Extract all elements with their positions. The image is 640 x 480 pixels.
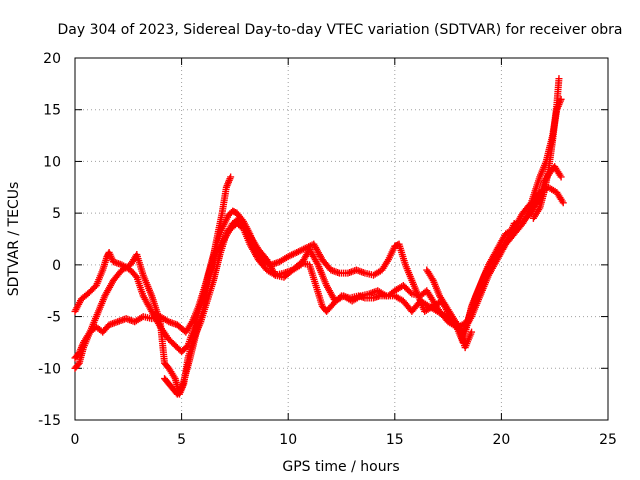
data-point (557, 173, 565, 181)
x-tick-label: 5 (177, 432, 186, 448)
x-tick-label: 10 (279, 432, 297, 448)
data-point (74, 360, 82, 368)
x-tick-label: 20 (492, 432, 510, 448)
y-tick-label: 5 (52, 206, 61, 222)
series-trace-d (161, 75, 563, 398)
y-tick-label: -10 (38, 361, 61, 377)
data-point (227, 173, 235, 181)
y-tick-label: -15 (38, 413, 61, 429)
x-tick-label: 0 (71, 432, 80, 448)
data-point (406, 288, 414, 296)
plot-frame (74, 57, 609, 421)
data-point (468, 328, 476, 336)
data-series (71, 75, 567, 398)
data-point (557, 95, 565, 103)
x-tick-label: 15 (386, 432, 404, 448)
x-tick-label: 25 (599, 432, 617, 448)
x-axis-label: GPS time / hours (282, 459, 399, 475)
y-tick-label: 15 (43, 103, 61, 119)
y-tick-label: 0 (52, 258, 61, 274)
data-point (555, 75, 563, 83)
y-tick-label: 10 (43, 154, 61, 170)
data-point (132, 272, 140, 280)
y-axis-label: SDTVAR / TECUs (6, 182, 22, 297)
grid (75, 58, 608, 420)
y-tick-label: -5 (47, 310, 61, 326)
axis-ticks: 0 5 10 15 20 25 -15 -10 -5 0 5 10 15 20 (38, 51, 617, 448)
y-tick-label: 20 (43, 51, 61, 67)
data-point (177, 386, 185, 394)
chart-title: Day 304 of 2023, Sidereal Day-to-day VTE… (57, 22, 622, 38)
series-trace-c (71, 95, 565, 398)
data-point (559, 199, 567, 207)
